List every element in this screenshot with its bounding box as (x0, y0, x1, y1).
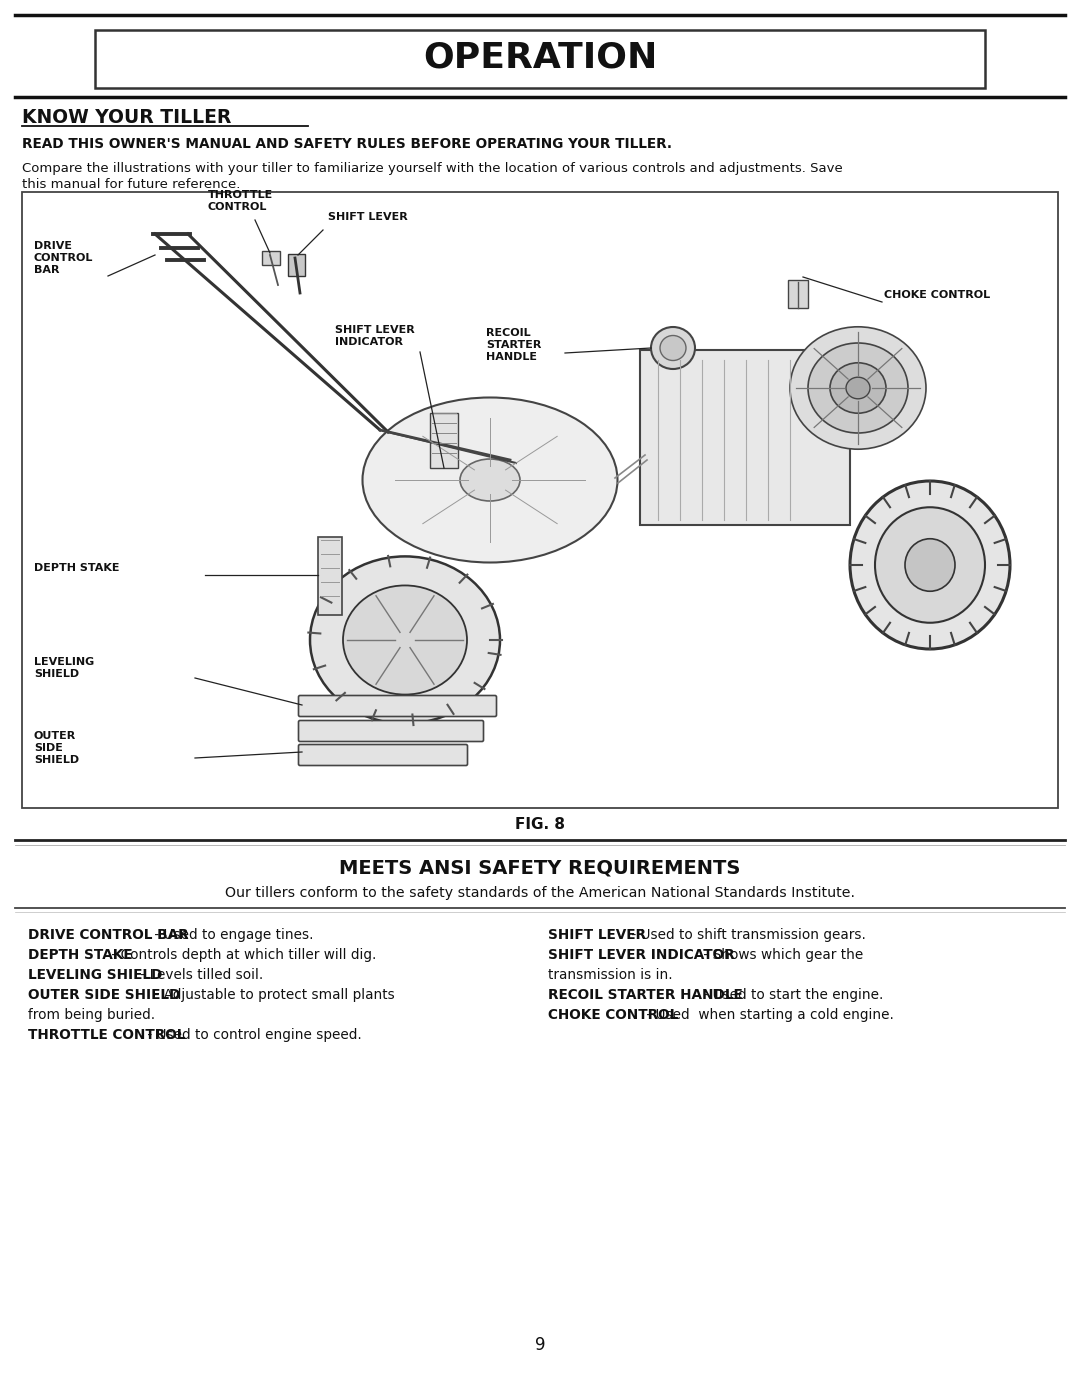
Bar (95, 30, 985, 88)
Text: from being buried.: from being buried. (28, 1008, 156, 1022)
Ellipse shape (875, 507, 985, 623)
Text: MEETS ANSI SAFETY REQUIREMENTS: MEETS ANSI SAFETY REQUIREMENTS (339, 858, 741, 877)
Text: Compare the illustrations with your tiller to familiarize yourself with the loca: Compare the illustrations with your till… (22, 162, 842, 175)
Bar (262, 252, 280, 265)
Text: DRIVE CONTROL BAR: DRIVE CONTROL BAR (28, 928, 189, 942)
Text: - Controls depth at which tiller will dig.: - Controls depth at which tiller will di… (107, 947, 377, 962)
Ellipse shape (651, 327, 696, 369)
Ellipse shape (831, 363, 886, 414)
Ellipse shape (850, 481, 1010, 649)
Text: READ THIS OWNER'S MANUAL AND SAFETY RULES BEFORE OPERATING YOUR TILLER.: READ THIS OWNER'S MANUAL AND SAFETY RULE… (22, 138, 672, 151)
Bar (318, 538, 342, 615)
Text: RECOIL STARTER HANDLE: RECOIL STARTER HANDLE (548, 989, 743, 1002)
Text: SHIFT LEVER INDICATOR: SHIFT LEVER INDICATOR (548, 947, 734, 962)
Text: - Adjustable to protect small plants: - Adjustable to protect small plants (150, 989, 395, 1002)
Text: - Used to control engine speed.: - Used to control engine speed. (144, 1028, 362, 1042)
Text: this manual for future reference.: this manual for future reference. (22, 177, 241, 191)
Text: SHIFT LEVER
INDICATOR: SHIFT LEVER INDICATOR (335, 324, 415, 346)
FancyBboxPatch shape (298, 720, 484, 741)
Text: DEPTH STAKE: DEPTH STAKE (28, 947, 133, 962)
Text: Our tillers conform to the safety standards of the American National Standards I: Our tillers conform to the safety standa… (225, 886, 855, 901)
Text: OPERATION: OPERATION (422, 40, 658, 74)
Text: FIG. 8: FIG. 8 (515, 817, 565, 832)
Text: - Used to shift transmission gears.: - Used to shift transmission gears. (627, 928, 866, 942)
Text: 9: 9 (535, 1336, 545, 1354)
Text: RECOIL
STARTER
HANDLE: RECOIL STARTER HANDLE (486, 327, 541, 363)
Text: SHIFT LEVER: SHIFT LEVER (548, 928, 646, 942)
FancyBboxPatch shape (298, 744, 468, 766)
Ellipse shape (846, 377, 870, 399)
Bar (288, 254, 305, 276)
Ellipse shape (363, 397, 618, 562)
Text: CHOKE CONTROL: CHOKE CONTROL (548, 1008, 678, 1022)
Bar (22, 193, 1058, 808)
Text: DRIVE
CONTROL
BAR: DRIVE CONTROL BAR (33, 241, 93, 275)
Bar (430, 412, 458, 468)
Text: CHOKE CONTROL: CHOKE CONTROL (885, 290, 990, 300)
FancyBboxPatch shape (298, 696, 497, 716)
Text: THROTTLE
CONTROL: THROTTLE CONTROL (208, 190, 273, 212)
Bar (640, 351, 850, 525)
Text: KNOW YOUR TILLER: KNOW YOUR TILLER (22, 107, 231, 126)
Ellipse shape (660, 336, 686, 360)
Ellipse shape (789, 327, 926, 450)
Text: THROTTLE CONTROL: THROTTLE CONTROL (28, 1028, 186, 1042)
Text: - Used  when starting a cold engine.: - Used when starting a cold engine. (642, 1008, 893, 1022)
Text: OUTER SIDE SHIELD: OUTER SIDE SHIELD (28, 989, 180, 1002)
Text: LEVELING SHIELD: LEVELING SHIELD (28, 968, 162, 982)
Text: - Shows which gear the: - Shows which gear the (699, 947, 863, 962)
Ellipse shape (343, 586, 467, 694)
Text: transmission is in.: transmission is in. (548, 968, 673, 982)
Bar (788, 280, 808, 308)
Ellipse shape (808, 342, 908, 433)
Text: - Used to start the engine.: - Used to start the engine. (699, 989, 883, 1002)
Text: OUTER
SIDE
SHIELD: OUTER SIDE SHIELD (33, 730, 79, 766)
Text: - Levels tilled soil.: - Levels tilled soil. (136, 968, 264, 982)
Text: DEPTH STAKE: DEPTH STAKE (33, 562, 120, 573)
Ellipse shape (310, 557, 500, 723)
Text: SHIFT LEVER: SHIFT LEVER (328, 212, 408, 221)
Text: - Used to engage tines.: - Used to engage tines. (150, 928, 314, 942)
Text: LEVELING
SHIELD: LEVELING SHIELD (33, 657, 94, 679)
Ellipse shape (460, 459, 519, 500)
Ellipse shape (905, 539, 955, 591)
